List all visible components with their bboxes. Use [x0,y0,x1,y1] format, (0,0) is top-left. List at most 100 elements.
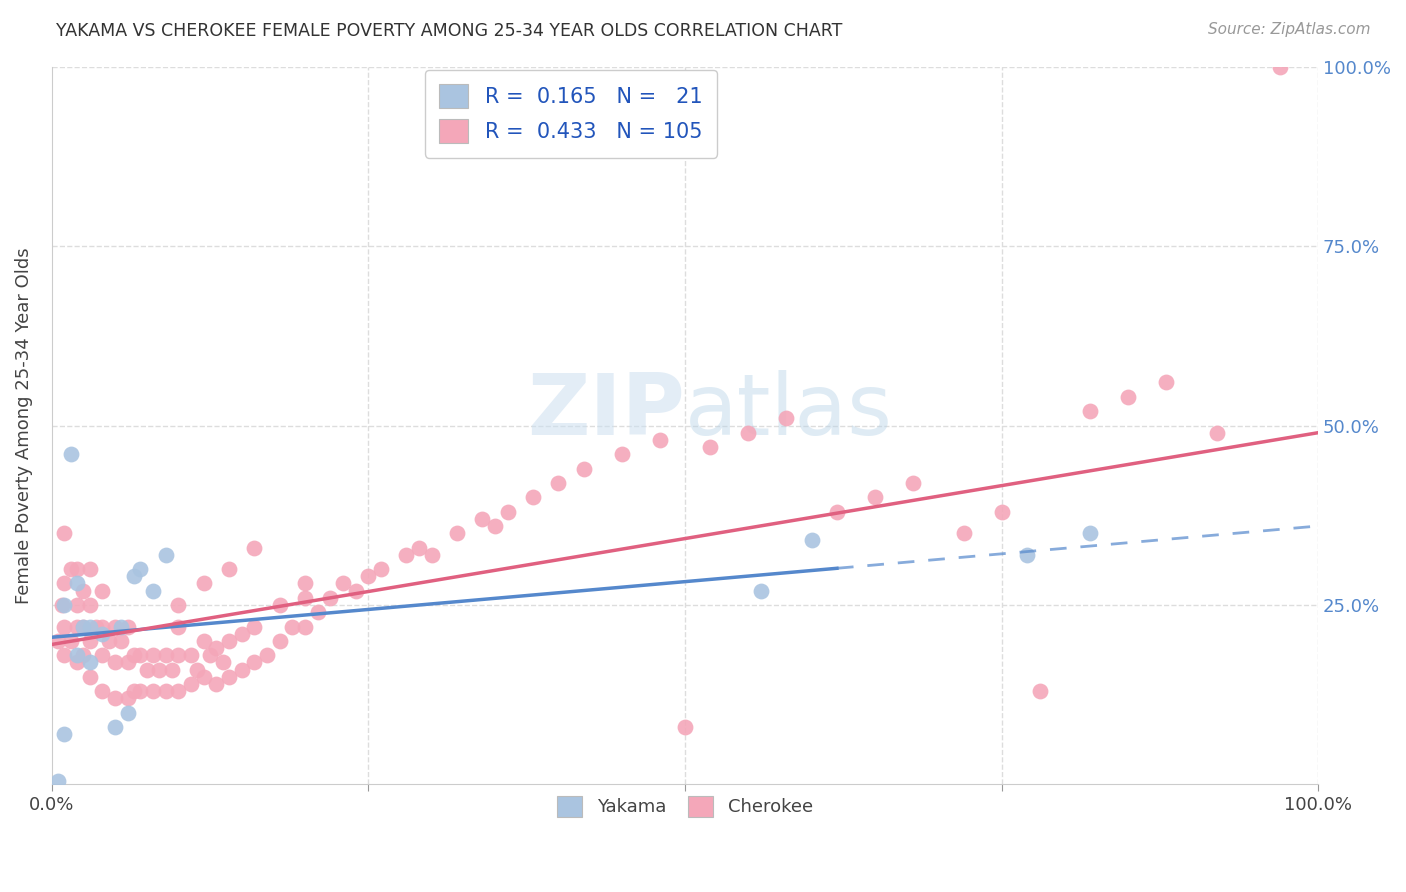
Point [307,605,329,619]
Point [53,648,76,663]
Point [294,619,316,633]
Point [122,648,145,663]
Point [91,619,114,633]
Point [79,633,101,648]
Point [79,619,101,633]
Point [46,773,69,788]
Point [53,619,76,633]
Text: Source: ZipAtlas.com: Source: ZipAtlas.com [1208,22,1371,37]
Point [53,576,76,591]
Point [243,619,266,633]
Point [66,598,89,612]
Point [370,562,392,576]
Point [1268,60,1291,74]
Point [1154,376,1177,390]
Point [243,541,266,555]
Point [420,548,443,562]
Point [198,648,221,663]
Point [990,505,1012,519]
Point [496,505,519,519]
Point [294,591,316,605]
Point [294,576,316,591]
Point [66,619,89,633]
Text: ZIP: ZIP [527,369,685,452]
Point [1028,684,1050,698]
Point [122,569,145,583]
Point [648,433,671,447]
Point [91,583,114,598]
Point [673,720,696,734]
Point [1205,425,1227,440]
Point [91,626,114,640]
Point [104,691,127,706]
Point [471,512,494,526]
Point [142,648,165,663]
Point [59,633,82,648]
Point [193,670,215,684]
Point [79,562,101,576]
Point [193,633,215,648]
Point [135,663,157,677]
Point [79,656,101,670]
Point [749,583,772,598]
Point [142,583,165,598]
Point [357,569,380,583]
Point [218,562,240,576]
Point [72,619,94,633]
Point [699,440,721,454]
Point [110,619,132,633]
Point [79,670,101,684]
Point [863,491,886,505]
Point [129,648,152,663]
Point [160,663,183,677]
Point [825,505,848,519]
Point [53,727,76,741]
Point [484,519,506,533]
Point [1116,390,1139,404]
Point [344,583,367,598]
Legend: Yakama, Cherokee: Yakama, Cherokee [548,787,821,826]
Point [79,598,101,612]
Point [66,656,89,670]
Point [97,633,120,648]
Point [269,598,291,612]
Point [332,576,354,591]
Point [446,526,468,541]
Point [129,562,152,576]
Point [1078,404,1101,418]
Text: YAKAMA VS CHEROKEE FEMALE POVERTY AMONG 25-34 YEAR OLDS CORRELATION CHART: YAKAMA VS CHEROKEE FEMALE POVERTY AMONG … [56,22,842,40]
Point [155,684,177,698]
Point [901,475,924,490]
Point [218,633,240,648]
Point [800,533,823,548]
Point [167,598,190,612]
Point [66,576,89,591]
Point [59,562,82,576]
Point [180,677,202,691]
Point [72,648,94,663]
Point [211,656,233,670]
Point [104,619,127,633]
Text: atlas: atlas [685,369,893,452]
Point [155,548,177,562]
Point [117,619,139,633]
Point [547,475,569,490]
Point [167,619,190,633]
Point [269,633,291,648]
Point [952,526,974,541]
Point [117,691,139,706]
Point [193,576,215,591]
Point [72,619,94,633]
Point [281,619,304,633]
Point [155,648,177,663]
Point [572,461,595,475]
Point [104,720,127,734]
Point [167,684,190,698]
Point [522,491,544,505]
Point [117,656,139,670]
Point [167,648,190,663]
Point [737,425,759,440]
Point [205,641,228,656]
Point [610,447,633,461]
Point [53,526,76,541]
